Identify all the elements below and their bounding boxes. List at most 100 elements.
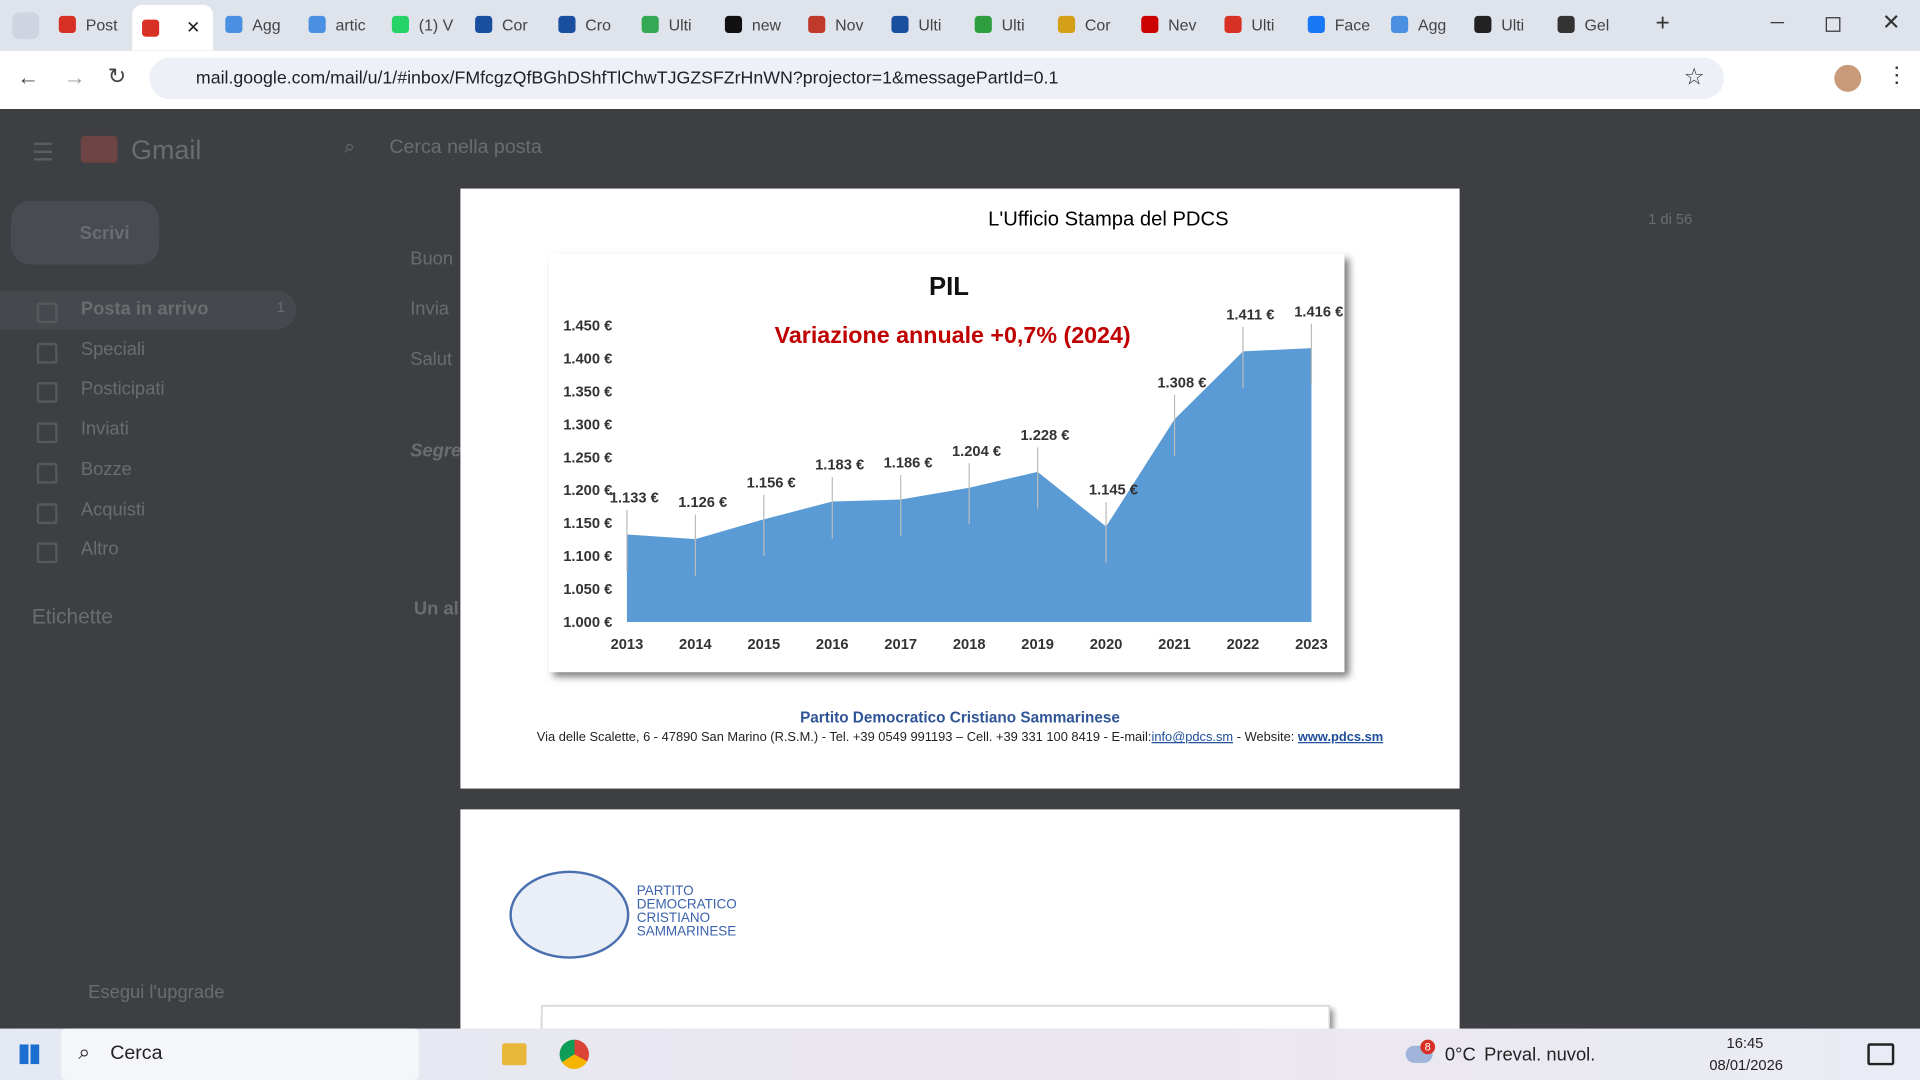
tab-title: (1) V	[418, 15, 454, 34]
weather: Preval. nuvol.	[1484, 1044, 1596, 1066]
tab[interactable]: Nov	[798, 6, 879, 43]
nav-icon	[36, 462, 58, 484]
compose[interactable]: Scrivi	[11, 200, 160, 265]
nav-item[interactable]: Inviati	[80, 418, 129, 440]
tab[interactable]: artic	[299, 6, 380, 43]
tab[interactable]: Cor	[465, 6, 546, 43]
minimize[interactable]	[1770, 22, 1785, 24]
tab[interactable]: (1) V	[382, 6, 463, 43]
tab-icon	[58, 15, 76, 34]
tab[interactable]: Face	[1298, 6, 1379, 43]
tab-title: Agg	[1417, 15, 1447, 34]
tab-title: Gel	[1584, 15, 1610, 34]
data-label: 1.411 €	[1226, 308, 1274, 324]
nav-icon	[36, 542, 58, 564]
taskbar-search[interactable]: ⌕ Cerca	[61, 1028, 419, 1080]
website-label: - Website:	[1233, 729, 1298, 745]
hamburger[interactable]: ☰	[31, 139, 54, 167]
tab[interactable]: new	[715, 6, 796, 43]
x-tick-label: 2023	[1295, 637, 1328, 653]
counter: 1 di 56	[1648, 210, 1693, 228]
website-link[interactable]: www.pdcs.sm	[1297, 729, 1384, 745]
footer-org: Partito Democratico Cristiano Sammarines…	[800, 708, 1120, 727]
nav-icon	[36, 342, 58, 364]
search-icon: ⌕	[344, 137, 356, 158]
tab[interactable]: Agg	[216, 6, 297, 43]
data-label: 1.416 €	[1294, 304, 1343, 320]
nav-item[interactable]: Acquisti	[80, 498, 146, 520]
menu[interactable]: ⋮	[1885, 62, 1908, 87]
tab[interactable]: Ulti	[1464, 6, 1545, 43]
search-box[interactable]: Cerca nella posta	[389, 137, 542, 158]
y-tick-label: 1.150 €	[563, 516, 612, 532]
notifications[interactable]	[1867, 1043, 1895, 1066]
nav-item[interactable]: Posticipati	[80, 378, 165, 400]
data-label: 1.186 €	[884, 456, 933, 472]
nav-item[interactable]: Bozze	[80, 458, 132, 480]
tab[interactable]: Ulti	[965, 6, 1046, 43]
tab-icon	[225, 15, 243, 34]
tab-search[interactable]	[12, 12, 40, 40]
toolbar: ← → ↻ mail.google.com/mail/u/1/#inbox/FM…	[0, 50, 1920, 109]
tab[interactable]: Cro	[549, 6, 630, 43]
tab-icon	[1141, 15, 1159, 34]
nav-icon	[36, 302, 58, 324]
x-tick-label: 2015	[747, 637, 780, 653]
chart-subtitle: Variazione annuale +0,7% (2024)	[775, 322, 1131, 348]
upgrade[interactable]: Esegui l'upgrade	[88, 982, 225, 1003]
nav-item[interactable]: Speciali	[80, 338, 146, 360]
explorer[interactable]	[502, 1043, 527, 1066]
tab-title: Ulti	[1501, 15, 1525, 34]
data-label: 1.126 €	[678, 495, 727, 511]
tab[interactable]: Cor	[1048, 6, 1129, 43]
x-tick-label: 2016	[816, 637, 849, 653]
new-tab[interactable]: +	[1655, 9, 1670, 37]
tab-title: Ulti	[1251, 15, 1275, 34]
logo-line: SAMMARINESE	[636, 924, 737, 940]
tab-title: Ulti	[1001, 15, 1025, 34]
chart: PIL Variazione annuale +0,7% (2024) 1.00…	[548, 253, 1345, 673]
profile[interactable]	[1834, 64, 1862, 92]
tab[interactable]: Post	[49, 6, 130, 43]
tab-icon	[974, 15, 992, 34]
start[interactable]	[19, 1044, 40, 1065]
logo-line: DEMOCRATICO	[636, 897, 737, 913]
tab[interactable]: Ulti	[882, 6, 963, 43]
close[interactable]: ✕	[1882, 9, 1901, 35]
address-bar[interactable]: mail.google.com/mail/u/1/#inbox/FMfcgzQf…	[149, 57, 1725, 100]
tab-icon	[808, 15, 826, 34]
tab-close: ✕	[186, 17, 201, 37]
logo-line: PARTITO	[636, 884, 694, 899]
reload[interactable]: ↻	[107, 63, 127, 89]
forward[interactable]: →	[63, 64, 86, 90]
restore[interactable]	[1825, 17, 1841, 32]
gmail-icon	[80, 135, 118, 163]
tab-active[interactable]: ✕	[132, 4, 214, 51]
bookmark[interactable]: ☆	[1683, 64, 1705, 91]
y-tick-label: 1.100 €	[563, 549, 612, 565]
snippet: Segre	[410, 440, 462, 462]
nav-item[interactable]: Posta in arrivo	[80, 298, 209, 320]
search-glyph: ⌕	[78, 1040, 91, 1065]
tab[interactable]: Agg	[1381, 6, 1462, 43]
document-page-2: PARTITO DEMOCRATICO CRISTIANO SAMMARINESE	[460, 809, 1460, 1045]
tab[interactable]: Gel	[1548, 6, 1629, 43]
tab-title: Ulti	[668, 15, 692, 34]
tab-icon	[891, 15, 909, 34]
tab[interactable]: Ulti	[632, 6, 713, 43]
tab[interactable]: Nev	[1131, 6, 1212, 43]
x-tick-label: 2018	[953, 637, 986, 653]
data-label: 1.133 €	[610, 491, 659, 507]
back[interactable]: ←	[17, 64, 40, 90]
nav-item[interactable]: Altro	[80, 539, 119, 560]
snippet: Salut	[410, 348, 453, 370]
email-link[interactable]: info@pdcs.sm	[1151, 729, 1234, 745]
tab-icon	[142, 18, 160, 37]
snippet: Buon	[410, 248, 454, 270]
x-tick-label: 2019	[1021, 637, 1054, 653]
nav-icon	[36, 502, 58, 524]
tab-title: Cor	[502, 15, 528, 34]
date: 08/01/2026	[1709, 1056, 1783, 1074]
tab[interactable]: Ulti	[1215, 6, 1296, 43]
chrome[interactable]	[559, 1039, 589, 1069]
